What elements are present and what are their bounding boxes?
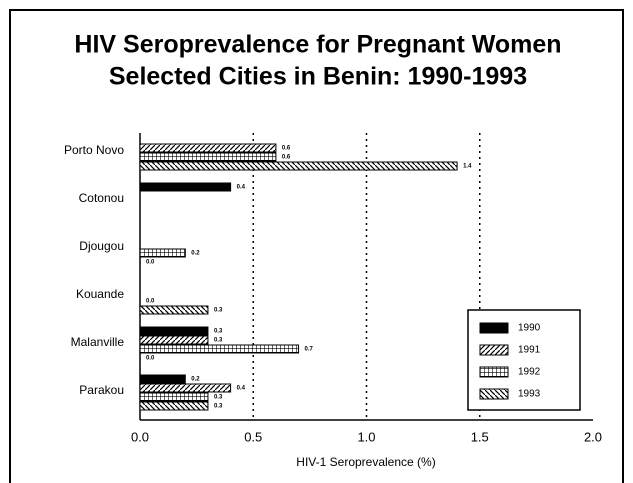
- legend-swatch: [479, 388, 509, 400]
- y-tick-label: Cotonou: [79, 191, 124, 205]
- y-tick-label: Malanville: [71, 335, 125, 349]
- bar: [139, 374, 186, 384]
- value-label: 0.4: [237, 386, 246, 392]
- bar: [139, 401, 209, 411]
- bar: [139, 305, 209, 315]
- legend-label: 1991: [518, 345, 541, 356]
- y-tick-label: Kouande: [76, 287, 124, 301]
- value-label: 1.4: [463, 164, 472, 170]
- legend-swatch: [479, 366, 509, 378]
- bar: [139, 152, 277, 162]
- value-label: 0.4: [237, 185, 246, 191]
- y-tick-label: Parakou: [79, 383, 124, 397]
- bar: [139, 383, 232, 393]
- bar: [139, 344, 300, 354]
- value-label: 0.3: [214, 329, 223, 335]
- bar: [139, 326, 209, 336]
- x-tick-label: 2.0: [584, 429, 602, 444]
- y-tick-label: Porto Novo: [64, 143, 124, 157]
- value-label: 0.2: [191, 251, 200, 257]
- value-label: 0.2: [191, 377, 200, 383]
- bar: [139, 161, 458, 171]
- x-tick-label: 0.0: [131, 429, 149, 444]
- value-label: 0.3: [214, 404, 223, 410]
- value-label: 0.7: [305, 347, 314, 353]
- x-tick-label: 1.0: [357, 429, 375, 444]
- bar: [139, 392, 209, 402]
- legend-label: 1992: [518, 367, 541, 378]
- x-tick-label: 0.5: [244, 429, 262, 444]
- value-label: 0.0: [146, 260, 155, 266]
- value-label: 0.0: [146, 299, 155, 305]
- chart-title: Selected Cities in Benin: 1990-1993: [109, 63, 527, 91]
- bar: [139, 248, 186, 258]
- value-label: 0.6: [282, 146, 291, 152]
- bar: [139, 143, 277, 153]
- legend-swatch: [479, 344, 509, 356]
- value-label: 0.3: [214, 395, 223, 401]
- value-label: 0.0: [146, 356, 155, 362]
- legend-label: 1993: [518, 389, 541, 400]
- value-label: 0.3: [214, 338, 223, 344]
- chart-title: HIV Seroprevalence for Pregnant Women: [74, 31, 561, 59]
- x-tick-label: 1.5: [471, 429, 489, 444]
- bar: [139, 335, 209, 345]
- legend-swatch: [479, 322, 509, 334]
- value-label: 0.3: [214, 308, 223, 314]
- y-tick-label: Djougou: [79, 239, 124, 253]
- x-axis-label: HIV-1 Seroprevalence (%): [296, 455, 435, 469]
- legend-label: 1990: [518, 323, 541, 334]
- frame: [9, 9, 624, 483]
- value-label: 0.6: [282, 155, 291, 161]
- bar: [139, 182, 232, 192]
